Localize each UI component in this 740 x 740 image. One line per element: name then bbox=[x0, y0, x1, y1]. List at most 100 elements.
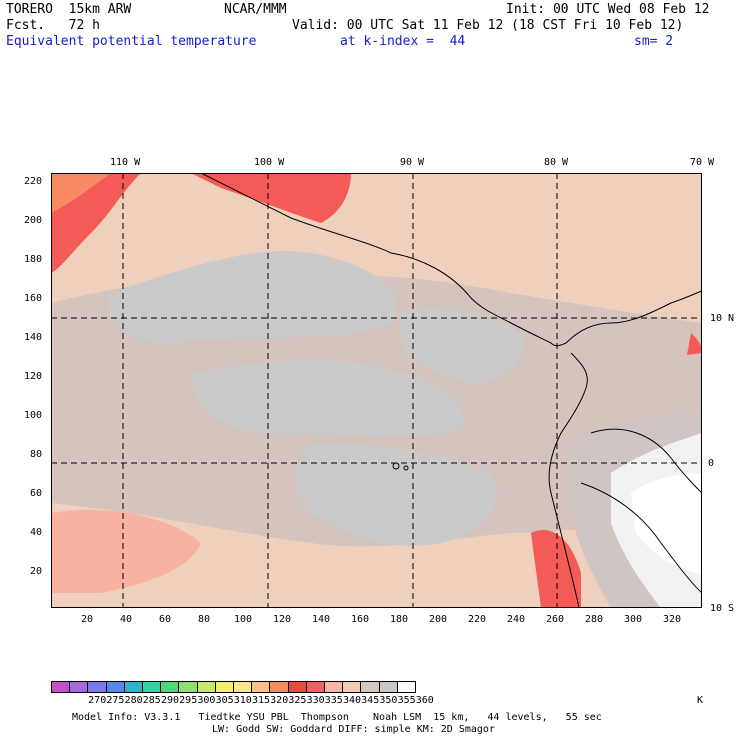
colorbar-label: 280 bbox=[124, 695, 143, 706]
colorbar-swatch bbox=[305, 681, 325, 693]
y-tick: 40 bbox=[30, 527, 43, 538]
colorbar-swatch bbox=[287, 681, 307, 693]
colorbar-swatch bbox=[123, 681, 143, 693]
y-tick: 80 bbox=[30, 449, 43, 460]
y-tick: 220 bbox=[24, 176, 43, 187]
border-line bbox=[590, 428, 702, 494]
physics-info: LW: Godd SW: Goddard DIFF: simple KM: 2D… bbox=[212, 724, 495, 735]
colorbar-label: 355 bbox=[397, 695, 416, 706]
coastline-central-america bbox=[200, 173, 702, 347]
model-name: TORERO 15km ARW bbox=[6, 2, 132, 17]
colorbar-label: 295 bbox=[179, 695, 198, 706]
colorbar-label: 360 bbox=[415, 695, 434, 706]
theta-e-map bbox=[51, 173, 702, 608]
x-tick: 60 bbox=[159, 614, 172, 625]
y-tick: 120 bbox=[24, 371, 43, 382]
colorbar-swatch bbox=[396, 681, 416, 693]
forecast-hour: Fcst. 72 h bbox=[6, 18, 100, 33]
y-tick: 100 bbox=[24, 410, 43, 421]
y-tick: 60 bbox=[30, 488, 43, 499]
colorbar-swatch bbox=[51, 681, 71, 693]
x-tick: 100 bbox=[234, 614, 253, 625]
lon-tick-90w: 90 W bbox=[400, 157, 425, 168]
colorbar-label: 350 bbox=[379, 695, 398, 706]
graticule bbox=[51, 173, 702, 608]
red-region bbox=[531, 529, 581, 608]
colorbar-label: 290 bbox=[160, 695, 180, 706]
x-tick: 40 bbox=[120, 614, 133, 625]
x-tick: 80 bbox=[198, 614, 211, 625]
white-region bbox=[631, 473, 702, 573]
x-tick: 160 bbox=[351, 614, 370, 625]
colorbar-swatch bbox=[269, 681, 289, 693]
colorbar-label: 330 bbox=[306, 695, 325, 706]
smoothing-label: sm= 2 bbox=[634, 34, 674, 49]
colorbar-swatch bbox=[360, 681, 380, 693]
orange-region bbox=[51, 173, 111, 213]
x-tick: 140 bbox=[312, 614, 331, 625]
model-info: Model Info: V3.3.1 Tiedtke YSU PBL Thomp… bbox=[72, 712, 602, 723]
lat-tick-0: 0 bbox=[708, 458, 715, 469]
lon-tick-110w: 110 W bbox=[110, 157, 141, 168]
x-tick: 260 bbox=[546, 614, 565, 625]
valid-time: Valid: 00 UTC Sat 11 Feb 12 (18 CST Fri … bbox=[292, 18, 684, 33]
colorbar-label: 345 bbox=[361, 695, 380, 706]
field-name: Equivalent potential temperature bbox=[6, 34, 257, 49]
colorbar-swatch bbox=[69, 681, 89, 693]
grey-patch bbox=[109, 251, 397, 343]
galapagos-islands bbox=[403, 465, 409, 471]
x-tick: 120 bbox=[273, 614, 292, 625]
colorbar-swatch bbox=[251, 681, 271, 693]
colorbar-swatch bbox=[233, 681, 253, 693]
y-tick: 140 bbox=[24, 332, 43, 343]
lat-tick-10n: 10 N bbox=[710, 313, 735, 324]
colorbar-swatch bbox=[178, 681, 198, 693]
y-tick: 180 bbox=[24, 254, 43, 265]
colorbar-swatch bbox=[142, 681, 162, 693]
colorbar-label: 335 bbox=[324, 695, 343, 706]
x-tick: 200 bbox=[429, 614, 448, 625]
colorbar-label: 310 bbox=[233, 695, 252, 706]
colorbar-swatch bbox=[378, 681, 398, 693]
colorbar-unit: K bbox=[696, 695, 704, 706]
colorbar-swatch bbox=[87, 681, 107, 693]
colorbar-label: 275 bbox=[106, 695, 125, 706]
lat-tick-10s: 10 S bbox=[710, 603, 735, 614]
colorbar-swatch bbox=[342, 681, 362, 693]
border-line bbox=[580, 482, 702, 594]
x-tick: 180 bbox=[390, 614, 409, 625]
colorbar-label: 315 bbox=[251, 695, 271, 706]
grey-patch bbox=[296, 443, 498, 546]
grey-patch bbox=[191, 360, 463, 437]
colorbar-swatch bbox=[196, 681, 216, 693]
y-tick: 200 bbox=[24, 215, 43, 226]
center-name: NCAR/MMM bbox=[224, 2, 287, 17]
coastline-south-america bbox=[548, 352, 588, 608]
lon-tick-100w: 100 W bbox=[254, 157, 285, 168]
x-tick: 320 bbox=[663, 614, 682, 625]
colorbar-label: 305 bbox=[215, 695, 234, 706]
x-tick: 280 bbox=[585, 614, 604, 625]
colorbar-label: 270 bbox=[88, 695, 107, 706]
plot-frame bbox=[51, 173, 702, 608]
init-time: Init: 00 UTC Wed 08 Feb 12 bbox=[506, 2, 710, 17]
y-tick: 20 bbox=[30, 566, 43, 577]
colorbar-label: 320 bbox=[270, 695, 289, 706]
lon-tick-70w: 70 W bbox=[690, 157, 715, 168]
colorbar-swatch bbox=[160, 681, 180, 693]
map-plot bbox=[51, 173, 702, 608]
salmon-region bbox=[51, 509, 201, 593]
x-tick: 300 bbox=[624, 614, 643, 625]
colorbar-label: 325 bbox=[288, 695, 307, 706]
colorbar-label: 300 bbox=[197, 695, 216, 706]
level-label: at k-index = 44 bbox=[340, 34, 466, 49]
colorbar-swatch bbox=[324, 681, 344, 693]
lon-tick-80w: 80 W bbox=[544, 157, 569, 168]
red-region bbox=[687, 333, 702, 355]
colorbar-label: 340 bbox=[342, 695, 362, 706]
x-tick: 240 bbox=[507, 614, 526, 625]
x-tick: 20 bbox=[81, 614, 94, 625]
colorbar-label: 285 bbox=[142, 695, 161, 706]
y-tick: 160 bbox=[24, 293, 43, 304]
red-region bbox=[191, 173, 351, 223]
